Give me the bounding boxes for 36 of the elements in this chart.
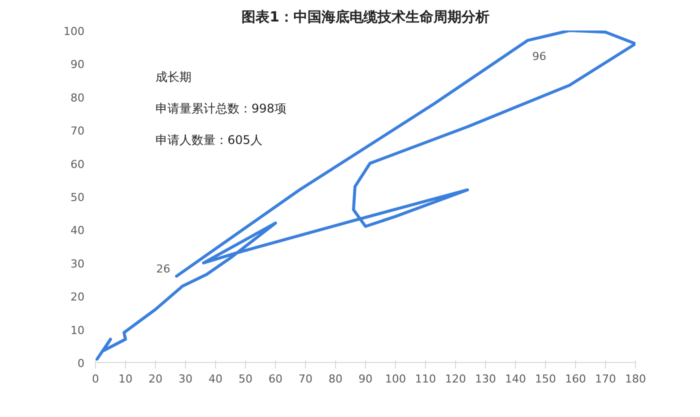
x-tick-label: 50 — [238, 372, 252, 386]
chart-title: 图表1：中国海底电缆技术生命周期分析 — [242, 8, 490, 26]
x-tick-label: 120 — [445, 372, 466, 386]
x-tick-label: 140 — [505, 372, 526, 386]
x-tick-label: 20 — [148, 372, 162, 386]
y-tick-label: 30 — [70, 257, 85, 270]
y-tick-label: 90 — [70, 58, 85, 72]
x-tick-label: 80 — [328, 372, 342, 386]
y-tick-label: 50 — [70, 191, 85, 204]
y-tick-label: 0 — [78, 357, 84, 370]
x-tick-label: 90 — [358, 372, 372, 386]
x-tick-label: 170 — [595, 372, 616, 386]
x-tick-label: 40 — [208, 372, 222, 386]
annotation: 申请量累计总数：998项 — [156, 102, 286, 116]
y-tick-label: 60 — [70, 158, 85, 171]
x-tick-label: 60 — [268, 372, 282, 386]
x-tick-label: 130 — [475, 372, 496, 386]
annotation: 申请人数量：605人 — [156, 133, 262, 148]
y-tick-label: 20 — [70, 290, 85, 304]
annotation: 96 — [532, 50, 546, 63]
x-tick-label: 10 — [118, 372, 132, 386]
y-tick-label: 10 — [70, 324, 85, 337]
x-tick-label: 70 — [298, 372, 312, 386]
annotation: 26 — [156, 262, 170, 276]
y-tick-label: 70 — [70, 124, 85, 138]
x-tick-label: 150 — [535, 372, 556, 386]
x-tick-label: 30 — [178, 372, 192, 386]
x-tick-label: 160 — [565, 372, 586, 386]
y-tick-label: 100 — [64, 25, 85, 38]
y-tick-label: 80 — [70, 91, 85, 104]
annotation: 成长期 — [156, 70, 192, 84]
y-tick-label: 40 — [70, 224, 85, 238]
x-tick-label: 180 — [625, 372, 646, 386]
x-tick-label: 110 — [415, 372, 436, 386]
x-tick-label: 0 — [92, 372, 99, 386]
x-tick-label: 100 — [385, 372, 406, 386]
